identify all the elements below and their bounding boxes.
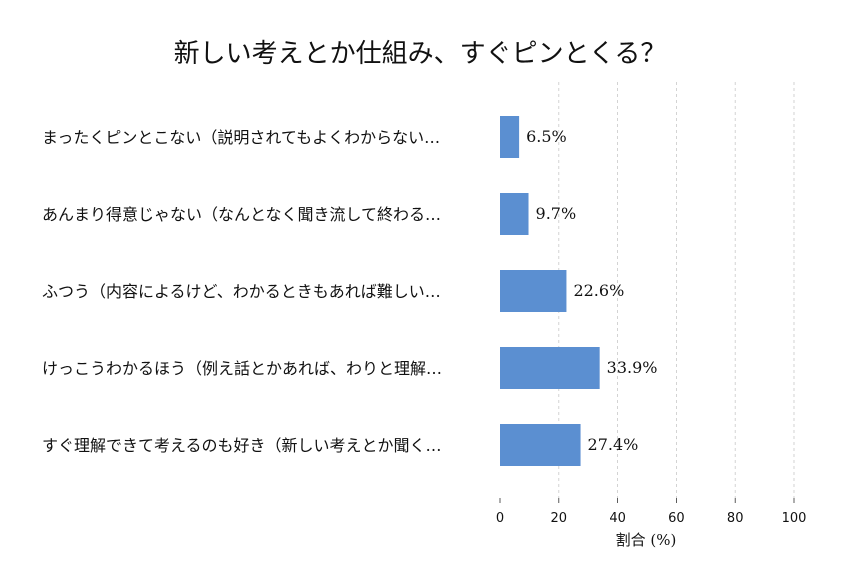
tick-label-80: 80	[727, 511, 744, 526]
category-label-2: あんまり得意じゃない（なんとなく聞き流して終わる…	[42, 205, 441, 224]
category-label-3: ふつう（内容によるけど、わかるときもあれば難しい…	[42, 282, 441, 301]
bar-3	[500, 270, 567, 312]
tick-label-60: 60	[668, 511, 685, 526]
bar-2	[500, 193, 529, 235]
value-label-1: 6.5%	[526, 127, 567, 146]
bar-5	[500, 424, 581, 466]
value-label-2: 9.7%	[536, 204, 577, 223]
tick-label-20: 20	[551, 511, 568, 526]
bar-1	[500, 116, 520, 158]
bar-4	[500, 347, 600, 389]
bars	[500, 116, 600, 466]
category-label-4: けっこうわかるほう（例え話とかあれば、わりと理解…	[42, 359, 442, 378]
category-labels: まったくピンとこない（説明されてもよくわからない… あんまり得意じゃない（なんとな…	[42, 128, 442, 455]
category-label-1: まったくピンとこない（説明されてもよくわからない…	[42, 128, 440, 147]
tick-label-0: 0	[496, 511, 504, 526]
value-label-4: 33.9%	[607, 358, 658, 377]
chart-title: 新しい考えとか仕組み、すぐピンとくる？	[174, 39, 667, 69]
category-label-5: すぐ理解できて考えるのも好き（新しい考えとか聞く…	[42, 436, 442, 455]
x-axis-ticks: 0 20 40 60 80 100	[496, 498, 807, 526]
value-label-5: 27.4%	[588, 435, 639, 454]
value-label-3: 22.6%	[573, 281, 624, 300]
tick-label-100: 100	[782, 511, 807, 526]
value-labels: 6.5% 9.7% 22.6% 33.9% 27.4%	[526, 127, 657, 454]
x-axis-label: 割合 (%)	[616, 531, 677, 549]
tick-label-40: 40	[609, 511, 626, 526]
